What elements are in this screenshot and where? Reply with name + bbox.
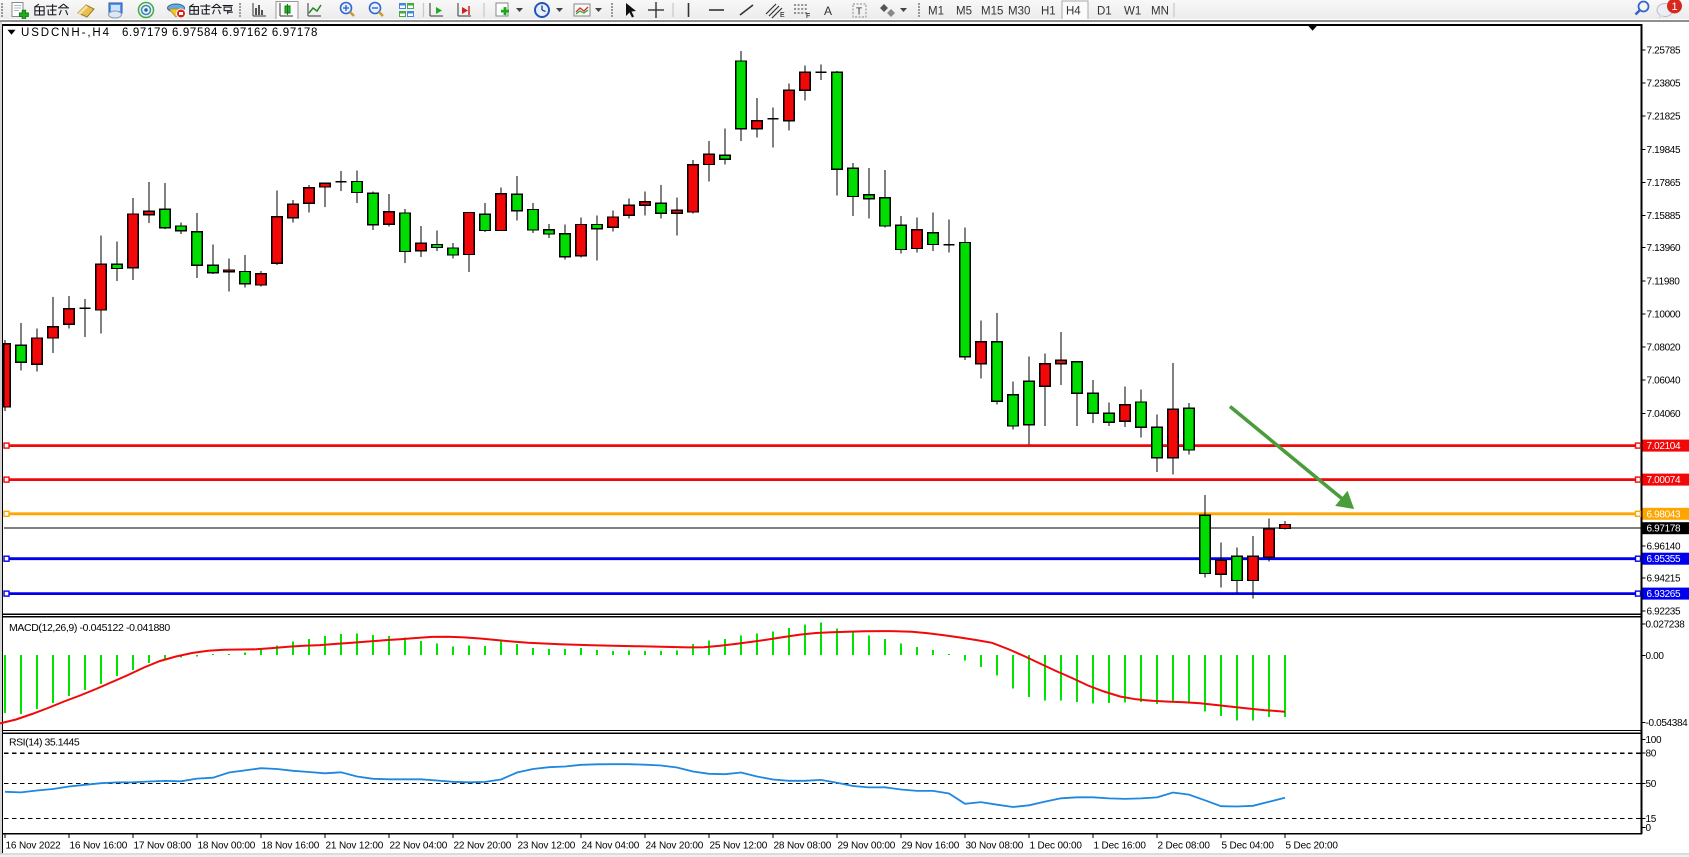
svg-text:-0.054384: -0.054384 <box>1646 718 1689 729</box>
svg-text:18 Nov 00:00: 18 Nov 00:00 <box>198 841 256 852</box>
svg-text:24 Nov 20:00: 24 Nov 20:00 <box>646 841 704 852</box>
svg-text:6.95355: 6.95355 <box>1647 554 1681 565</box>
svg-text:T: T <box>856 7 862 18</box>
svg-text:7.06040: 7.06040 <box>1647 376 1681 387</box>
svg-text:7.19845: 7.19845 <box>1647 145 1681 156</box>
svg-text:5 Dec 04:00: 5 Dec 04:00 <box>1222 841 1275 852</box>
svg-text:6.93265: 6.93265 <box>1647 589 1681 600</box>
svg-text:80: 80 <box>1646 749 1657 760</box>
svg-text:M15: M15 <box>981 6 1003 18</box>
svg-text:1 Dec 00:00: 1 Dec 00:00 <box>1030 841 1083 852</box>
svg-text:7.15885: 7.15885 <box>1647 211 1681 222</box>
svg-text:1 Dec 16:00: 1 Dec 16:00 <box>1094 841 1147 852</box>
svg-text:6.97179 6.97584 6.97162 6.9717: 6.97179 6.97584 6.97162 6.97178 <box>122 27 318 39</box>
svg-text:RSI(14) 35.1445: RSI(14) 35.1445 <box>9 737 80 749</box>
svg-text:MACD(12,26,9) -0.045122 -0.041: MACD(12,26,9) -0.045122 -0.041880 <box>9 622 170 634</box>
svg-text:7.04060: 7.04060 <box>1647 409 1681 420</box>
svg-text:23 Nov 12:00: 23 Nov 12:00 <box>518 841 576 852</box>
svg-text:M1: M1 <box>928 6 944 18</box>
svg-text:A: A <box>824 4 832 18</box>
svg-text:USDCNH-,H4: USDCNH-,H4 <box>21 27 111 39</box>
svg-text:17 Nov 08:00: 17 Nov 08:00 <box>134 841 192 852</box>
svg-text:21 Nov 12:00: 21 Nov 12:00 <box>326 841 384 852</box>
svg-text:H1: H1 <box>1041 6 1056 18</box>
svg-text:24 Nov 04:00: 24 Nov 04:00 <box>582 841 640 852</box>
svg-text:M5: M5 <box>956 6 972 18</box>
svg-text:7.17865: 7.17865 <box>1647 178 1681 189</box>
svg-text:0.027238: 0.027238 <box>1646 620 1686 631</box>
svg-text:6.97178: 6.97178 <box>1647 524 1681 535</box>
svg-text:MN: MN <box>1151 6 1169 18</box>
svg-text:E: E <box>780 12 785 19</box>
svg-text:22 Nov 20:00: 22 Nov 20:00 <box>454 841 512 852</box>
svg-text:H4: H4 <box>1066 6 1081 18</box>
svg-text:7.21825: 7.21825 <box>1647 112 1681 123</box>
svg-text:16 Nov 2022: 16 Nov 2022 <box>6 841 62 852</box>
svg-text:0: 0 <box>1646 823 1652 834</box>
svg-text:F: F <box>806 13 810 19</box>
svg-text:5 Dec 20:00: 5 Dec 20:00 <box>1286 841 1339 852</box>
svg-text:7.10000: 7.10000 <box>1647 310 1681 321</box>
svg-text:100: 100 <box>1646 735 1663 746</box>
svg-text:22 Nov 04:00: 22 Nov 04:00 <box>390 841 448 852</box>
svg-text:0.00: 0.00 <box>1646 651 1665 662</box>
svg-text:6.94215: 6.94215 <box>1647 574 1681 585</box>
svg-text:6.96140: 6.96140 <box>1647 541 1681 552</box>
svg-text:1: 1 <box>1671 1 1677 13</box>
svg-text:6.98043: 6.98043 <box>1647 509 1681 520</box>
svg-text:6.92235: 6.92235 <box>1647 607 1681 618</box>
svg-text:2 Dec 08:00: 2 Dec 08:00 <box>1158 841 1211 852</box>
svg-text:W1: W1 <box>1124 6 1141 18</box>
svg-text:29 Nov 00:00: 29 Nov 00:00 <box>838 841 896 852</box>
svg-text:50: 50 <box>1646 779 1657 790</box>
svg-text:7.08020: 7.08020 <box>1647 343 1681 354</box>
svg-text:29 Nov 16:00: 29 Nov 16:00 <box>902 841 960 852</box>
svg-text:M30: M30 <box>1008 6 1030 18</box>
svg-text:28 Nov 08:00: 28 Nov 08:00 <box>774 841 832 852</box>
svg-text:25 Nov 12:00: 25 Nov 12:00 <box>710 841 768 852</box>
svg-text:7.02104: 7.02104 <box>1647 441 1681 452</box>
svg-text:15: 15 <box>1646 814 1657 825</box>
svg-text:7.00074: 7.00074 <box>1647 475 1681 486</box>
svg-text:16 Nov 16:00: 16 Nov 16:00 <box>70 841 128 852</box>
svg-text:7.13960: 7.13960 <box>1647 243 1681 254</box>
svg-text:30 Nov 08:00: 30 Nov 08:00 <box>966 841 1024 852</box>
svg-text:7.11980: 7.11980 <box>1647 276 1681 287</box>
svg-text:D1: D1 <box>1097 6 1112 18</box>
svg-text:18 Nov 16:00: 18 Nov 16:00 <box>262 841 320 852</box>
svg-text:7.25785: 7.25785 <box>1647 46 1681 57</box>
svg-text:7.23805: 7.23805 <box>1647 79 1681 90</box>
